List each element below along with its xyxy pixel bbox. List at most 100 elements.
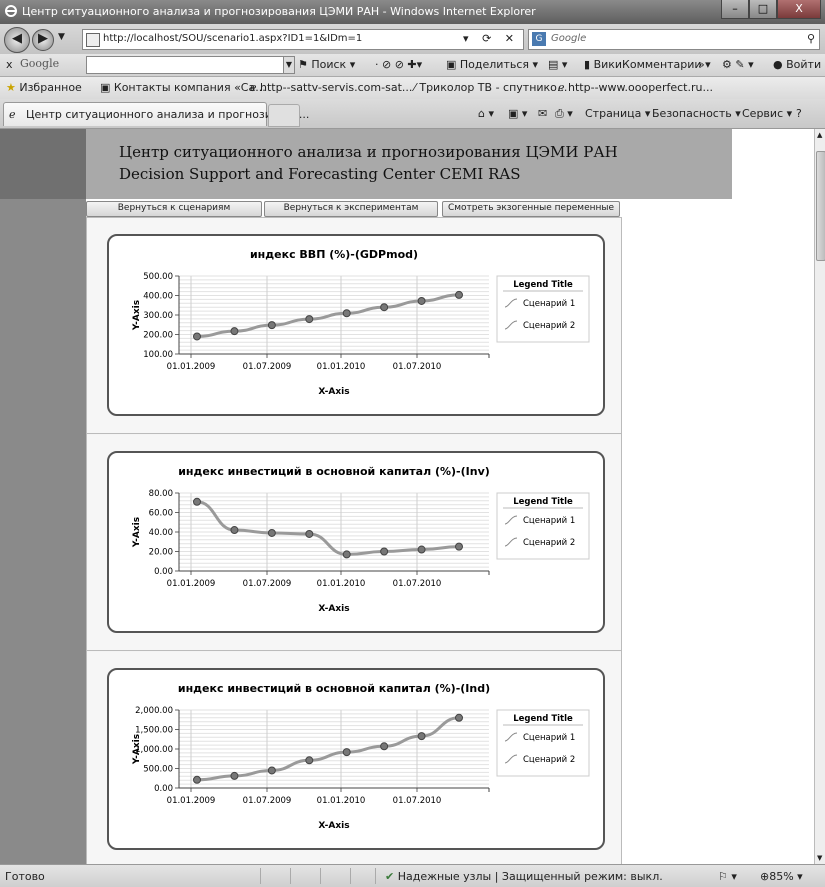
tab-bar: ℯ Центр ситуационного анализа и прогнози… <box>0 99 825 129</box>
x-tick-label: 01.01.2009 <box>167 579 216 589</box>
address-url: http://localhost/SOU/scenario1.aspx?ID1=… <box>103 33 363 44</box>
legend-item: Сценарий 1 <box>523 299 575 309</box>
legend-swatch <box>504 320 518 330</box>
back-button[interactable]: ◀ <box>4 27 30 53</box>
star-icon: ★ <box>6 81 20 94</box>
google-search-button[interactable]: ⚑ Поиск ▾ <box>298 58 356 71</box>
vertical-scrollbar[interactable]: ▲ ▼ <box>814 129 825 864</box>
security-zone[interactable]: ✔ Надежные узлы | Защищенный режим: выкл… <box>385 870 663 883</box>
settings-icon[interactable]: ⚙ ✎ ▾ <box>722 58 754 71</box>
legend-title: Legend Title <box>513 497 573 507</box>
chart-gdp: индекс ВВП (%)-(GDPmod) 500.00 400.00 300.0… <box>107 234 605 416</box>
favorite-item[interactable]: ▣ Контакты компания «Са... <box>100 81 266 94</box>
feeds-icon[interactable]: ▣ ▾ <box>508 107 528 120</box>
x-axis-label: X-Axis <box>318 821 349 831</box>
scroll-up-icon[interactable]: ▲ <box>817 131 823 139</box>
search-input[interactable]: G Google ⚲ <box>528 29 820 50</box>
safety-menu[interactable]: Безопасность ▾ <box>652 107 741 120</box>
favorite-item[interactable]: ℯ http--www.oooperfect.ru... <box>558 81 713 94</box>
tools-menu[interactable]: Сервис ▾ <box>742 107 793 120</box>
data-point <box>455 713 463 722</box>
legend-swatch <box>504 537 518 547</box>
data-point <box>267 528 276 537</box>
legend-box <box>496 492 590 560</box>
y-tick-label: 100.00 <box>143 350 173 360</box>
view-exogenous-button[interactable]: Смотреть экзогенные переменные <box>442 201 620 217</box>
chart-panel: индекс ВВП (%)-(GDPmod) 500.00 400.00 300.0… <box>87 218 621 434</box>
x-tick-label: 01.07.2010 <box>393 796 442 806</box>
scroll-thumb[interactable] <box>816 151 825 261</box>
legend-title: Legend Title <box>513 714 573 724</box>
action-buttons: Вернуться к сценариям Вернуться к экспер… <box>86 201 622 217</box>
site-title-ru: Центр ситуационного анализа и прогнозиро… <box>119 143 618 161</box>
forward-button[interactable]: ▶ <box>32 29 54 51</box>
y-axis-label: Y-Axis <box>132 300 142 331</box>
tab-current[interactable]: ℯ Центр ситуационного анализа и прогнози… <box>3 102 309 126</box>
y-axis-label: Y-Axis <box>132 734 142 765</box>
left-sidebar <box>0 129 86 864</box>
back-to-experiments-button[interactable]: Вернуться к экспериментам <box>264 201 438 217</box>
google-toolbar-dropdown-icon[interactable]: ▼ <box>283 56 295 74</box>
scroll-down-icon[interactable]: ▼ <box>817 854 823 862</box>
favorite-item[interactable]: ⁄ Триколор ТВ - спутнико... <box>414 81 568 94</box>
data-point <box>193 497 201 506</box>
protected-mode-icon[interactable]: ⚐ ▾ <box>718 870 737 883</box>
signin-button[interactable]: ● Войти <box>773 58 822 71</box>
back-arrow-icon: ◀ <box>12 31 22 46</box>
print-icon[interactable]: ⎙ ▾ <box>555 107 573 120</box>
data-point <box>305 529 314 538</box>
x-axis-label: X-Axis <box>318 604 349 614</box>
more-button[interactable]: » <box>698 58 705 71</box>
back-to-scenarios-button[interactable]: Вернуться к сценариям <box>86 201 262 217</box>
page-viewport: Центр ситуационного анализа и прогнозиро… <box>0 129 814 864</box>
y-tick-label: 2,000.00 <box>135 706 173 716</box>
ie-page-icon: ℯ <box>558 81 569 94</box>
maximize-button[interactable]: □ <box>749 0 777 19</box>
history-dropdown-icon[interactable]: ▼ <box>58 32 65 42</box>
wiki-button[interactable]: ▮ ВикиКомментарии ▾ <box>584 58 711 71</box>
y-tick-label: 60.00 <box>149 509 173 519</box>
tab-label: Центр ситуационного анализа и прогнозиро… <box>26 108 310 121</box>
legend-item: Сценарий 2 <box>523 321 575 331</box>
chart-title: индекс ВВП (%)-(GDPmod) <box>250 248 418 261</box>
share-button[interactable]: ▣ Поделиться ▾ <box>446 58 539 71</box>
page-menu[interactable]: Страница ▾ <box>585 107 651 120</box>
favorite-item[interactable]: ℯ http--sattv-servis.com-sat... <box>250 81 413 94</box>
y-tick-label: 0.00 <box>154 784 173 794</box>
legend-box <box>496 275 590 343</box>
minimize-button[interactable]: – <box>721 0 749 19</box>
link-icon: ⁄ <box>414 81 420 94</box>
address-field[interactable]: http://localhost/SOU/scenario1.aspx?ID1=… <box>82 29 524 50</box>
new-tab-button[interactable] <box>268 104 300 127</box>
x-axis-label: X-Axis <box>318 387 349 397</box>
toolbar-extras-icon[interactable]: · ⊘ ⊘ ✚▾ <box>375 58 423 71</box>
data-point <box>417 296 426 305</box>
data-point <box>342 748 351 757</box>
favorites-bar: ★ Избранное ▣ Контакты компания «Са... ℯ… <box>0 77 825 99</box>
favorites-button[interactable]: ★ Избранное <box>6 81 82 94</box>
legend-item: Сценарий 2 <box>523 755 575 765</box>
bookmark-icon[interactable]: ▤ ▾ <box>548 58 568 71</box>
zoom-control[interactable]: ⊕85% ▾ <box>760 870 803 883</box>
home-icon[interactable]: ⌂ ▾ <box>478 107 495 120</box>
address-toolbar: ◀ ▶ ▼ http://localhost/SOU/scenario1.asp… <box>0 24 825 54</box>
site-title-en: Decision Support and Forecasting Center … <box>119 165 521 183</box>
google-toolbar-input[interactable] <box>86 56 284 74</box>
data-point <box>380 742 389 751</box>
data-point <box>193 332 201 341</box>
data-point <box>417 545 426 554</box>
close-button[interactable]: X <box>777 0 821 19</box>
address-controls-icon[interactable]: ▾ ⟳ ✕ <box>463 32 519 45</box>
chart-panel: индекс инвестиций в основной капитал (%)… <box>87 652 621 864</box>
chart-panel: индекс инвестиций в основной капитал (%)… <box>87 435 621 651</box>
magnifier-icon[interactable]: ⚲ <box>806 32 815 45</box>
zoom-icon: ⊕ <box>760 870 770 883</box>
mail-icon[interactable]: ✉ <box>538 107 548 120</box>
close-toolbar-icon[interactable]: x <box>6 58 13 71</box>
y-tick-label: 300.00 <box>143 311 173 321</box>
help-icon[interactable]: ? <box>796 107 802 120</box>
data-point <box>267 766 276 775</box>
chart-svg: индекс инвестиций в основной капитал (%)… <box>132 682 590 831</box>
legend-box <box>496 709 590 777</box>
data-point <box>455 542 463 551</box>
